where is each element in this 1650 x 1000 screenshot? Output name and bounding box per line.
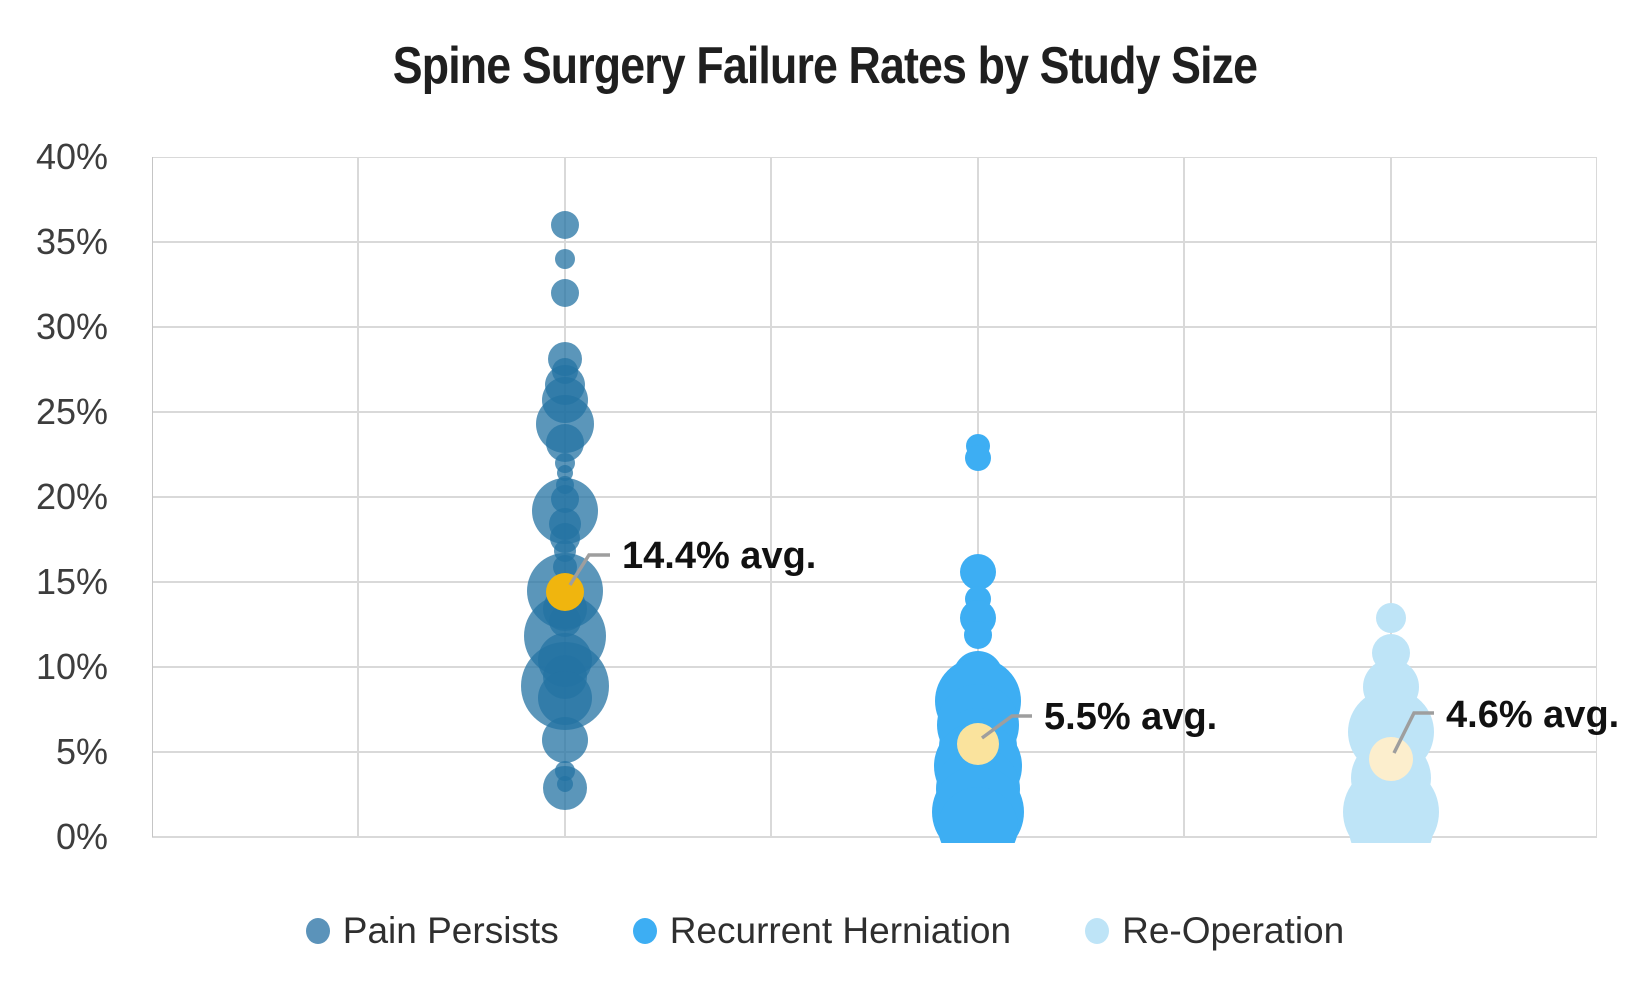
data-bubble (1376, 602, 1406, 633)
legend-item: Pain Persists (305, 910, 559, 952)
chart-title: Spine Surgery Failure Rates by Study Siz… (392, 37, 1258, 95)
average-label: 4.6% avg. (1446, 694, 1620, 736)
gridline-horizontal (152, 581, 1597, 583)
gridline-vertical (1183, 157, 1185, 837)
legend-item: Re-Operation (1085, 910, 1344, 952)
y-tick-label: 40% (35, 136, 108, 177)
legend-label: Re-Operation (1122, 910, 1345, 951)
data-bubble (555, 249, 575, 269)
gridline-horizontal (152, 751, 1597, 753)
legend-swatch (632, 918, 657, 944)
y-tick-label: 35% (35, 221, 108, 262)
data-bubble (965, 444, 991, 471)
gridline-vertical (770, 157, 772, 837)
gridline-horizontal (152, 241, 1597, 243)
average-bubble (957, 722, 999, 765)
y-tick-label: 20% (35, 476, 108, 517)
data-bubble (551, 279, 579, 307)
gridline-horizontal (152, 666, 1597, 668)
data-bubble (538, 670, 592, 725)
data-bubble (964, 620, 992, 649)
gridline-horizontal (152, 411, 1597, 413)
legend-label: Pain Persists (342, 910, 559, 951)
average-label: 5.5% avg. (1044, 696, 1218, 738)
y-tick-label: 15% (35, 561, 108, 602)
gridline-vertical (977, 157, 979, 837)
gridline-horizontal (152, 326, 1597, 328)
y-tick-label: 5% (55, 731, 108, 772)
average-label: 14.4% avg. (622, 535, 817, 577)
legend-label: Recurrent Herniation (669, 910, 1012, 951)
gridline-vertical (1596, 157, 1597, 837)
legend-swatch (305, 918, 330, 944)
gridline-horizontal (152, 836, 1597, 838)
data-bubble (551, 211, 579, 239)
data-bubble (960, 553, 996, 590)
average-bubble (546, 573, 584, 612)
y-axis-line (152, 157, 153, 837)
data-bubble (543, 765, 587, 810)
gridline-horizontal (152, 496, 1597, 498)
plot-area (152, 157, 1597, 843)
gridline-vertical (1390, 157, 1392, 837)
y-tick-label: 25% (35, 391, 108, 432)
legend: Pain Persists Recurrent Herniation Re-Oper… (0, 903, 1650, 959)
y-tick-label: 10% (35, 646, 108, 687)
legend-item: Recurrent Herniation (632, 910, 1012, 952)
y-tick-label: 30% (35, 306, 108, 347)
legend-swatch (1085, 918, 1110, 944)
gridline-horizontal (152, 157, 1597, 158)
average-bubble (1369, 736, 1413, 781)
gridline-vertical (357, 157, 359, 837)
y-tick-label: 0% (55, 816, 108, 857)
data-bubble (542, 717, 588, 764)
